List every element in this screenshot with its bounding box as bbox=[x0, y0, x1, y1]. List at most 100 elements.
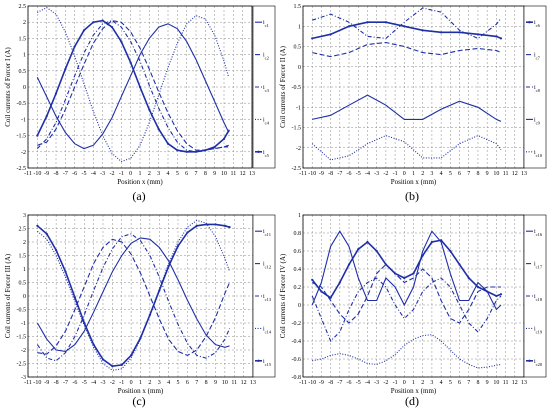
series-line-i_c20 bbox=[311, 239, 502, 299]
y-tick-label: -1.5 bbox=[292, 126, 302, 132]
x-axis-label: Position x (mm) bbox=[391, 178, 437, 186]
legend-box bbox=[252, 214, 276, 378]
series-point-i_c5 bbox=[157, 128, 160, 131]
series-point-i_c20 bbox=[320, 290, 323, 293]
x-tick-label: 11 bbox=[503, 380, 509, 386]
series-point-i_c15 bbox=[186, 231, 189, 234]
legend-marker-i_c6 bbox=[528, 21, 531, 24]
x-tick-label: 7 bbox=[467, 380, 470, 386]
series-point-i_c15 bbox=[205, 223, 208, 226]
y-tick-label: -2 bbox=[21, 348, 26, 354]
x-tick-label: -6 bbox=[72, 171, 77, 177]
x-tick-label: -6 bbox=[347, 380, 352, 386]
y-tick-label: 3 bbox=[23, 213, 26, 219]
x-tick-label: 9 bbox=[213, 171, 216, 177]
series-point-i_c6 bbox=[458, 31, 461, 34]
y-tick-label: 0 bbox=[23, 85, 26, 91]
series-point-i_c20 bbox=[440, 239, 443, 242]
series-point-i_c5 bbox=[36, 134, 39, 137]
series-point-i_c15 bbox=[45, 232, 48, 235]
x-tick-label: 12 bbox=[512, 380, 518, 386]
x-axis-label: Position x (mm) bbox=[391, 387, 437, 395]
x-tick-label: -8 bbox=[328, 380, 333, 386]
series-point-i_c15 bbox=[36, 224, 39, 227]
series-point-i_c20 bbox=[486, 290, 489, 293]
series-point-i_c20 bbox=[393, 272, 397, 275]
y-tick-label: 0.8 bbox=[294, 231, 302, 237]
x-tick-label: 9 bbox=[486, 380, 489, 386]
series-line-i_c9 bbox=[312, 94, 502, 122]
panel-caption: (d) bbox=[405, 394, 419, 408]
series-point-i_c6 bbox=[499, 37, 503, 40]
x-tick-label: 1 bbox=[139, 380, 142, 386]
series-line-i_c16 bbox=[311, 230, 502, 311]
x-tick-label: -3 bbox=[374, 380, 379, 386]
x-tick-label: 9 bbox=[214, 380, 217, 386]
series-line-i_c2 bbox=[37, 20, 229, 151]
series-point-i_c20 bbox=[499, 293, 503, 296]
x-tick-label: 8 bbox=[476, 171, 479, 177]
series-point-i_c6 bbox=[495, 35, 498, 38]
y-tick-label: 0 bbox=[298, 303, 301, 309]
series-line-i_c3 bbox=[36, 19, 229, 153]
legend-label-i_c7: ic7 bbox=[534, 53, 541, 61]
y-tick-label: -1.5 bbox=[17, 335, 27, 341]
x-tick-label: 0 bbox=[129, 171, 132, 177]
legend-label-i_c12: ic12 bbox=[263, 262, 271, 270]
x-tick-label: -2 bbox=[383, 380, 388, 386]
y-tick-label: 0.5 bbox=[19, 69, 27, 75]
series-point-i_c15 bbox=[167, 265, 170, 268]
series-line-i_c11 bbox=[36, 237, 230, 352]
x-tick-label: -2 bbox=[110, 380, 115, 386]
x-tick-label: 1 bbox=[412, 171, 415, 177]
x-tick-label: 10 bbox=[222, 380, 228, 386]
x-tick-label: 12 bbox=[512, 171, 518, 177]
x-tick-label: 12 bbox=[240, 171, 246, 177]
legend-label-i_c3: ic3 bbox=[263, 85, 270, 93]
series-line-i_c17 bbox=[311, 263, 501, 324]
x-tick-label: 11 bbox=[231, 380, 237, 386]
series-line-i_c10 bbox=[311, 134, 502, 161]
x-tick-label: 7 bbox=[195, 171, 198, 177]
series-line-i_c15 bbox=[36, 223, 230, 368]
x-tick-label: -6 bbox=[347, 171, 352, 177]
x-tick-label: 5 bbox=[177, 380, 180, 386]
series-point-i_c20 bbox=[311, 278, 314, 281]
x-tick-label: 13 bbox=[250, 380, 256, 386]
x-tick-label: -5 bbox=[356, 380, 361, 386]
legend-label-i_c8: ic8 bbox=[534, 85, 541, 93]
series-point-i_c15 bbox=[83, 321, 86, 325]
series-line-i_c6 bbox=[312, 21, 502, 40]
x-tick-label: -1 bbox=[393, 380, 398, 386]
x-tick-label: -8 bbox=[328, 171, 333, 177]
series-line-i_c7 bbox=[312, 41, 502, 58]
y-tick-label: 2 bbox=[23, 240, 26, 246]
x-tick-label: -4 bbox=[365, 171, 370, 177]
y-tick-label: -2.5 bbox=[292, 166, 302, 172]
legend-label-i_c18: ic18 bbox=[534, 294, 543, 302]
legend-label-i_c11: ic11 bbox=[263, 229, 271, 237]
series-line-i_c1 bbox=[36, 23, 230, 150]
x-tick-label: -10 bbox=[308, 171, 316, 177]
series-point-i_c15 bbox=[148, 313, 151, 316]
y-tick-label: -0.5 bbox=[17, 308, 27, 314]
x-tick-label: -5 bbox=[82, 380, 87, 386]
legend-marker-i_c15 bbox=[257, 359, 260, 362]
x-tick-label: -8 bbox=[54, 380, 59, 386]
series-point-i_c6 bbox=[384, 21, 387, 24]
series-point-i_c20 bbox=[449, 249, 452, 253]
x-tick-label: -7 bbox=[337, 380, 342, 386]
x-tick-label: -2 bbox=[110, 171, 115, 177]
x-tick-label: 3 bbox=[430, 171, 433, 177]
y-tick-label: -1 bbox=[21, 321, 26, 327]
x-tick-label: -11 bbox=[24, 380, 32, 386]
y-tick-label: 0 bbox=[23, 294, 26, 300]
series-point-i_c6 bbox=[347, 25, 351, 28]
legend-label-i_c20: ic20 bbox=[534, 359, 543, 367]
panel-caption: (b) bbox=[405, 189, 419, 203]
x-tick-label: 2 bbox=[148, 171, 151, 177]
series-point-i_c20 bbox=[357, 248, 360, 251]
series-point-i_c15 bbox=[223, 224, 226, 227]
x-tick-label: -4 bbox=[91, 171, 96, 177]
series-point-i_c15 bbox=[176, 244, 180, 248]
